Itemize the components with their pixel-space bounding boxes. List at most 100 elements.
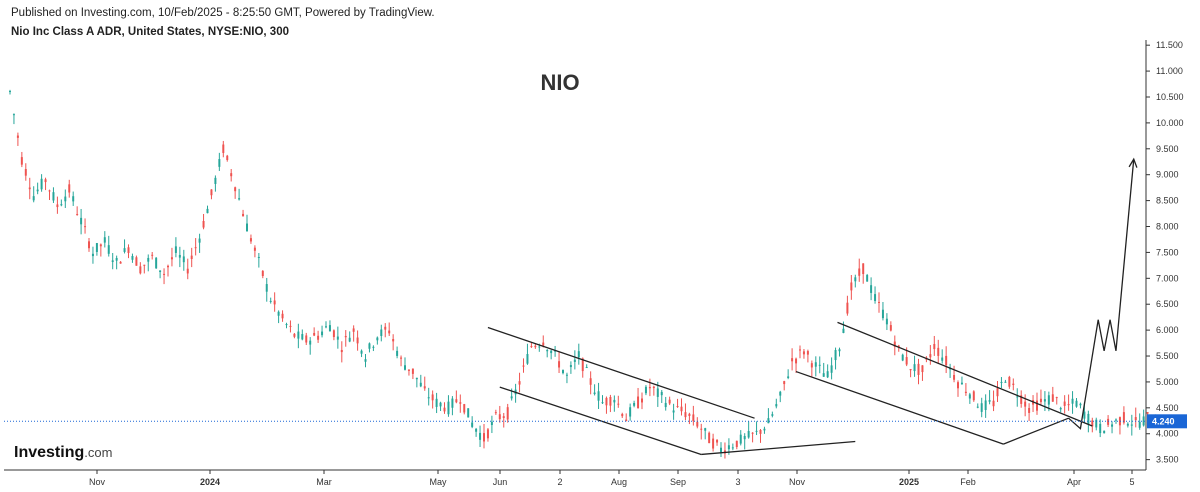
candle-body: [522, 365, 525, 367]
candle-body: [427, 397, 430, 399]
trendline-line: [1003, 417, 1069, 445]
candle-body: [44, 179, 47, 183]
candle-body: [360, 350, 363, 354]
candle-body: [755, 430, 758, 432]
x-tick-label: Sep: [670, 477, 686, 487]
candle-body: [727, 445, 730, 450]
candle-body: [297, 331, 300, 339]
candle-body: [672, 410, 675, 413]
candle-body: [1055, 397, 1058, 399]
projection-path-line: [1068, 159, 1135, 430]
candle-body: [194, 247, 197, 249]
candle-body: [143, 264, 146, 266]
candle-body: [218, 159, 221, 167]
candle-body: [214, 177, 217, 184]
channel-upper-line: [837, 321, 1093, 427]
y-tick-label: 8.500: [1156, 196, 1179, 206]
y-tick-label: 5.000: [1156, 377, 1179, 387]
candle-body: [167, 265, 169, 268]
candle-body: [471, 422, 474, 427]
candle-body: [625, 419, 628, 422]
candle-body: [1142, 416, 1145, 426]
candle-body: [972, 391, 975, 401]
candle-body: [1043, 399, 1046, 402]
instrument-title: Nio Inc Class A ADR, United States, NYSE…: [11, 26, 289, 38]
candle-body: [483, 433, 485, 442]
candle-body: [799, 349, 801, 351]
candle-body: [953, 375, 956, 380]
candle-body: [988, 400, 991, 402]
candle-body: [992, 400, 995, 407]
candle-body: [577, 351, 580, 358]
candle-body: [759, 430, 762, 434]
candle-body: [52, 192, 55, 201]
candle-body: [131, 256, 134, 260]
candle-body: [862, 263, 865, 275]
candle-body: [546, 350, 549, 352]
candle-body: [1115, 419, 1117, 421]
candle-body: [111, 260, 114, 263]
candle-body: [435, 398, 438, 407]
candle-body: [1000, 381, 1003, 383]
candle-body: [1083, 411, 1086, 419]
candle-body: [95, 243, 98, 252]
candle-body: [731, 447, 734, 449]
candle-body: [589, 378, 592, 385]
candle-body: [802, 351, 805, 355]
candle-body: [1146, 412, 1149, 414]
trendline-line: [701, 440, 856, 456]
candle-body: [929, 354, 932, 358]
candle-body: [648, 386, 651, 389]
candle-body: [814, 362, 817, 367]
candle-body: [1079, 403, 1082, 406]
candle-body: [735, 440, 738, 447]
x-tick-label: Jun: [493, 477, 508, 487]
candle-body: [605, 397, 608, 406]
candle-body: [467, 408, 470, 418]
candle-body: [261, 270, 264, 276]
arrow-head: [1128, 157, 1138, 168]
candle-body: [1063, 401, 1066, 406]
candle-body: [510, 396, 513, 399]
candle-body: [526, 354, 529, 364]
candle-body: [91, 253, 94, 257]
candle-body: [700, 428, 703, 430]
candle-body: [617, 403, 620, 405]
candle-body: [842, 328, 845, 333]
last-price-box: [1147, 414, 1187, 429]
candle-body: [664, 402, 667, 408]
candle-body: [558, 361, 561, 368]
candle-body: [696, 421, 699, 427]
investing-logo: Investing.com: [14, 444, 112, 462]
candle-body: [656, 388, 659, 397]
candle-body: [99, 244, 102, 247]
candle-body: [459, 402, 462, 404]
candle-body: [1024, 401, 1027, 407]
candle-body: [325, 326, 327, 328]
candle-body: [1111, 424, 1114, 427]
y-tick-label: 10.500: [1156, 92, 1184, 102]
candle-body: [542, 342, 545, 346]
candle-body: [115, 257, 118, 261]
x-tick-label: 2: [557, 477, 562, 487]
candle-body: [597, 391, 600, 401]
candle-body: [84, 226, 87, 228]
candle-body: [901, 354, 904, 361]
candle-body: [163, 273, 166, 275]
candle-body: [1039, 398, 1042, 403]
candle-body: [704, 428, 707, 431]
candle-body: [795, 358, 798, 364]
candle-body: [866, 275, 869, 282]
candle-body: [550, 350, 553, 354]
candle-body: [257, 256, 260, 258]
candle-body: [767, 418, 770, 424]
candle-body: [984, 400, 987, 410]
candle-body: [684, 412, 687, 418]
candle-body: [20, 157, 23, 165]
y-tick-label: 3.500: [1156, 455, 1179, 465]
y-tick-label: 5.500: [1156, 351, 1179, 361]
annotations: [487, 157, 1138, 456]
candle-body: [968, 394, 971, 399]
candle-body: [957, 382, 959, 389]
